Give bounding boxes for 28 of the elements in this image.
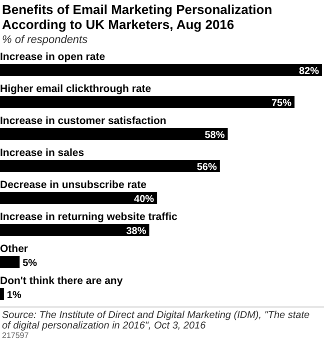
data-label: 1% xyxy=(6,290,22,301)
data-label: 56% xyxy=(196,162,218,173)
bar xyxy=(0,288,4,300)
data-label: 58% xyxy=(204,130,225,141)
data-label: 38% xyxy=(126,226,146,237)
bar xyxy=(0,160,220,172)
bar xyxy=(0,96,295,108)
chart-title: Benefits of Email Marketing Personalization According to UK Marketers, Aug 2016 xyxy=(2,2,272,32)
chart-subtitle: % of respondents xyxy=(2,34,88,46)
data-label: 5% xyxy=(22,258,38,269)
bar xyxy=(0,224,150,236)
bar xyxy=(0,192,158,204)
y-tick-label: Other xyxy=(0,243,28,255)
bar xyxy=(0,256,20,268)
y-tick-label: Don't think there are any xyxy=(0,275,123,287)
source-note: Source: The Institute of Direct and Digital Marketing (IDM), "The state of digital personalization in 2016", Oct 3, 2016 xyxy=(2,310,310,332)
y-tick-label: Increase in customer satisfaction xyxy=(0,115,166,127)
y-tick-label: Increase in sales xyxy=(0,147,84,159)
bar xyxy=(0,128,228,140)
y-tick-label: Decrease in unsubscribe rate xyxy=(0,179,147,191)
y-tick-label: Increase in returning website traffic xyxy=(0,211,178,223)
text: 217597 xyxy=(2,331,30,340)
y-tick-label: Higher email clickthrough rate xyxy=(0,83,152,95)
data-label: 82% xyxy=(298,66,320,77)
data-label: 40% xyxy=(134,194,154,205)
bar xyxy=(0,64,322,76)
y-tick-label: Increase in open rate xyxy=(0,51,106,63)
data-label: 75% xyxy=(271,98,292,109)
